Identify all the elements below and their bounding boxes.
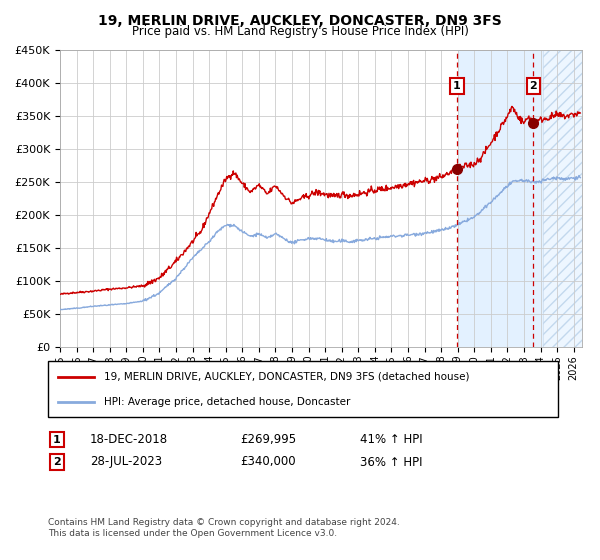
Bar <box>544 50 582 347</box>
Text: 1: 1 <box>53 435 61 445</box>
Text: £340,000: £340,000 <box>240 455 296 469</box>
Text: 36% ↑ HPI: 36% ↑ HPI <box>360 455 422 469</box>
Text: 2: 2 <box>530 81 538 91</box>
FancyBboxPatch shape <box>48 361 558 417</box>
Text: 18-DEC-2018: 18-DEC-2018 <box>90 433 168 446</box>
Bar <box>458 50 544 347</box>
Text: 19, MERLIN DRIVE, AUCKLEY, DONCASTER, DN9 3FS (detached house): 19, MERLIN DRIVE, AUCKLEY, DONCASTER, DN… <box>104 372 470 382</box>
Text: Price paid vs. HM Land Registry's House Price Index (HPI): Price paid vs. HM Land Registry's House … <box>131 25 469 38</box>
Text: 1: 1 <box>453 81 461 91</box>
Text: £269,995: £269,995 <box>240 433 296 446</box>
Text: Contains HM Land Registry data © Crown copyright and database right 2024.
This d: Contains HM Land Registry data © Crown c… <box>48 518 400 538</box>
Text: 28-JUL-2023: 28-JUL-2023 <box>90 455 162 469</box>
Text: 19, MERLIN DRIVE, AUCKLEY, DONCASTER, DN9 3FS: 19, MERLIN DRIVE, AUCKLEY, DONCASTER, DN… <box>98 14 502 28</box>
Text: HPI: Average price, detached house, Doncaster: HPI: Average price, detached house, Donc… <box>104 396 350 407</box>
Text: 2: 2 <box>53 457 61 467</box>
Text: 41% ↑ HPI: 41% ↑ HPI <box>360 433 422 446</box>
